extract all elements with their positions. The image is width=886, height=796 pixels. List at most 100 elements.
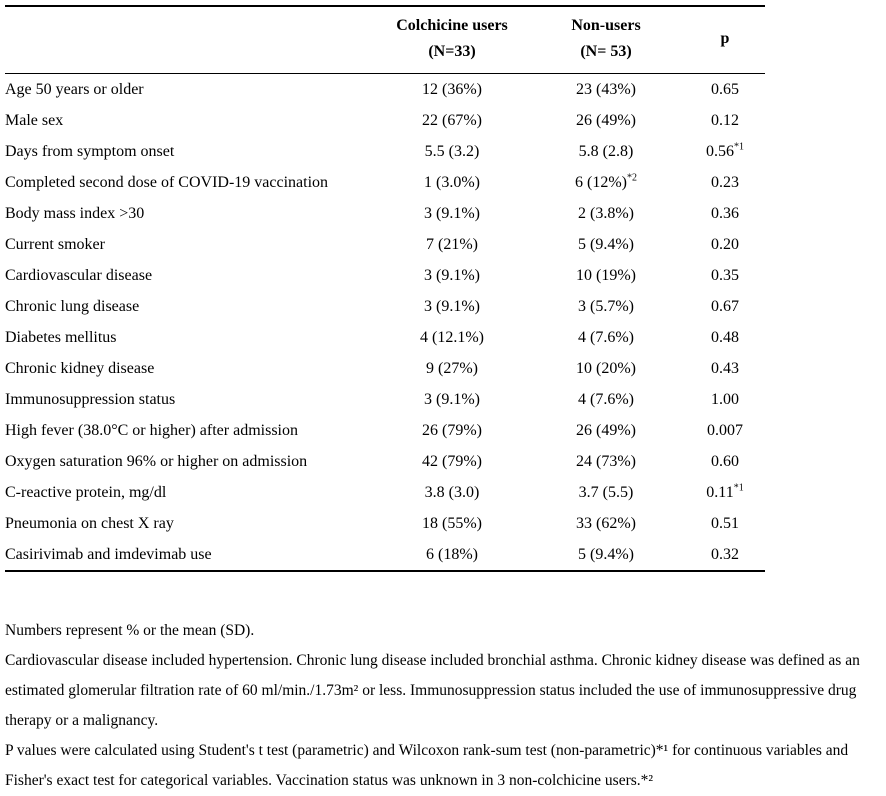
p-value: 0.43	[685, 353, 765, 384]
value-text: 0.43	[711, 359, 739, 377]
colchicine-users-n: (N=33)	[428, 43, 476, 60]
row-label: Cardiovascular disease	[5, 266, 153, 284]
table-row: Age 50 years or older 12 (36%) 23 (43%) …	[5, 74, 765, 106]
value-text: 1 (3.0%)	[424, 173, 480, 191]
p-value: 0.51	[685, 508, 765, 539]
table-row: Current smoker 7 (21%) 5 (9.4%) 0.20	[5, 229, 765, 260]
colchicine-users-value: 26 (79%)	[377, 415, 527, 446]
value-text: 10 (20%)	[576, 359, 636, 377]
value-text: 7 (21%)	[426, 235, 478, 253]
value-superscript: *2	[626, 172, 637, 184]
row-label: C-reactive protein, mg/dl	[5, 483, 167, 501]
p-value: 0.67	[685, 291, 765, 322]
value-text: 5 (9.4%)	[578, 235, 634, 253]
value-text: 5.5 (3.2)	[424, 142, 480, 160]
non-users-value: 6 (12%)*2	[527, 167, 685, 198]
p-value: 1.00	[685, 384, 765, 415]
value-text: 5.8 (2.8)	[578, 142, 634, 160]
value-text: 0.20	[711, 235, 739, 253]
p-value: 0.20	[685, 229, 765, 260]
colchicine-users-value: 3 (9.1%)	[377, 198, 527, 229]
value-text: 1.00	[711, 390, 739, 408]
value-text: 9 (27%)	[426, 359, 478, 377]
colchicine-users-value: 4 (12.1%)	[377, 322, 527, 353]
table-row: Cardiovascular disease 3 (9.1%) 10 (19%)…	[5, 260, 765, 291]
colchicine-users-value: 42 (79%)	[377, 446, 527, 477]
value-text: 23 (43%)	[576, 80, 636, 98]
row-label: Completed second dose of COVID-19 vaccin…	[5, 173, 329, 191]
non-users-value: 10 (20%)	[527, 353, 685, 384]
colchicine-users-value: 6 (18%)	[377, 539, 527, 571]
p-value: 0.32	[685, 539, 765, 571]
table-row: Chronic kidney disease 9 (27%) 10 (20%) …	[5, 353, 765, 384]
non-users-value: 4 (7.6%)	[527, 384, 685, 415]
table-row: Completed second dose of COVID-19 vaccin…	[5, 167, 765, 198]
value-text: 0.36	[711, 204, 739, 222]
value-text: 33 (62%)	[576, 514, 636, 532]
table-row: Casirivimab and imdevimab use 6 (18%) 5 …	[5, 539, 765, 571]
value-text: 4 (12.1%)	[420, 328, 484, 346]
value-text: 10 (19%)	[576, 266, 636, 284]
colchicine-users-value: 12 (36%)	[377, 74, 527, 106]
value-text: 22 (67%)	[422, 111, 482, 129]
row-label: Oxygen saturation 96% or higher on admis…	[5, 452, 308, 470]
value-text: 24 (73%)	[576, 452, 636, 470]
footnote-definitions: Cardiovascular disease included hyperten…	[5, 652, 860, 729]
value-text: 2 (3.8%)	[578, 204, 634, 222]
value-text: 3.8 (3.0)	[424, 483, 480, 501]
value-text: 42 (79%)	[422, 452, 482, 470]
header-p: p	[685, 6, 765, 74]
table-row: C-reactive protein, mg/dl 3.8 (3.0) 3.7 …	[5, 477, 765, 508]
row-label: Casirivimab and imdevimab use	[5, 545, 212, 563]
non-users-value: 3 (5.7%)	[527, 291, 685, 322]
non-users-value: 26 (49%)	[527, 105, 685, 136]
value-text: 12 (36%)	[422, 80, 482, 98]
non-users-value: 10 (19%)	[527, 260, 685, 291]
value-text: 6 (18%)	[426, 545, 478, 563]
table-row: Chronic lung disease 3 (9.1%) 3 (5.7%) 0…	[5, 291, 765, 322]
footnote-pvalues: P values were calculated using Student's…	[5, 742, 849, 789]
p-value: 0.48	[685, 322, 765, 353]
table-row: Oxygen saturation 96% or higher on admis…	[5, 446, 765, 477]
non-users-n: (N= 53)	[580, 43, 632, 60]
value-text: 0.48	[711, 328, 739, 346]
colchicine-users-value: 9 (27%)	[377, 353, 527, 384]
value-text: 0.56	[706, 142, 734, 160]
colchicine-users-value: 5.5 (3.2)	[377, 136, 527, 167]
p-value: 0.35	[685, 260, 765, 291]
value-superscript: *1	[733, 482, 744, 494]
value-text: 3 (9.1%)	[424, 266, 480, 284]
non-users-value: 26 (49%)	[527, 415, 685, 446]
p-value: 0.12	[685, 105, 765, 136]
colchicine-users-value: 7 (21%)	[377, 229, 527, 260]
row-label: Male sex	[5, 111, 64, 129]
non-users-value: 2 (3.8%)	[527, 198, 685, 229]
value-text: 0.51	[711, 514, 739, 532]
value-text: 4 (7.6%)	[578, 328, 634, 346]
row-label: Current smoker	[5, 235, 105, 253]
p-value: 0.36	[685, 198, 765, 229]
colchicine-users-label: Colchicine users	[396, 17, 508, 34]
header-row: Colchicine users (N=33) Non-users (N= 53…	[5, 6, 765, 74]
value-text: 26 (49%)	[576, 421, 636, 439]
row-label: Diabetes mellitus	[5, 328, 117, 346]
value-text: 0.67	[711, 297, 739, 315]
p-value: 0.23	[685, 167, 765, 198]
non-users-value: 3.7 (5.5)	[527, 477, 685, 508]
value-text: 6 (12%)	[575, 173, 627, 191]
non-users-value: 23 (43%)	[527, 74, 685, 106]
value-text: 5 (9.4%)	[578, 545, 634, 563]
value-text: 0.60	[711, 452, 739, 470]
p-value: 0.65	[685, 74, 765, 106]
row-label: Chronic kidney disease	[5, 359, 155, 377]
row-label: Pneumonia on chest X ray	[5, 514, 174, 532]
table-row: Male sex 22 (67%) 26 (49%) 0.12	[5, 105, 765, 136]
table-row: Pneumonia on chest X ray 18 (55%) 33 (62…	[5, 508, 765, 539]
table-row: High fever (38.0°C or higher) after admi…	[5, 415, 765, 446]
value-text: 0.12	[711, 111, 739, 129]
colchicine-users-value: 22 (67%)	[377, 105, 527, 136]
value-text: 26 (79%)	[422, 421, 482, 439]
value-text: 26 (49%)	[576, 111, 636, 129]
header-colchicine-users: Colchicine users (N=33)	[377, 6, 527, 74]
